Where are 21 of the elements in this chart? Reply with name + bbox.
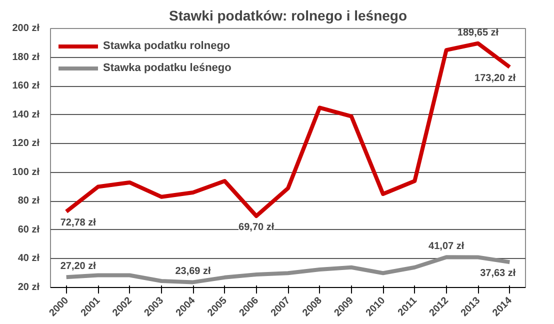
y-tick-label: 140 zł xyxy=(12,109,40,120)
y-tick-label: 160 zł xyxy=(12,80,40,92)
data-label: 37,63 zł xyxy=(480,268,516,280)
y-tick-label: 100 zł xyxy=(12,166,40,178)
data-label: 23,69 zł xyxy=(175,266,212,278)
data-label: 41,07 zł xyxy=(428,241,464,252)
y-tick-label: 40 zł xyxy=(18,253,40,264)
legend-label: Stawka podatku rolnego xyxy=(103,40,230,52)
y-tick-label: 80 zł xyxy=(18,196,40,207)
data-label: 69,70 zł xyxy=(238,222,274,233)
data-label: 173,20 zł xyxy=(474,73,516,84)
legend-label: Stawka podatku leśnego xyxy=(103,62,232,74)
data-label: 189,65 zł xyxy=(457,27,499,38)
chart-title: Stawki podatków: rolnego i leśnego xyxy=(168,8,408,24)
y-tick-label: 200 zł xyxy=(12,23,40,34)
y-tick-label: 20 zł xyxy=(18,282,40,293)
data-label: 27,20 zł xyxy=(60,261,96,272)
data-label: 72,78 zł xyxy=(60,218,96,229)
y-tick-label: 120 zł xyxy=(12,138,40,150)
y-tick-label: 60 zł xyxy=(18,224,40,236)
y-tick-label: 180 zł xyxy=(12,52,40,63)
